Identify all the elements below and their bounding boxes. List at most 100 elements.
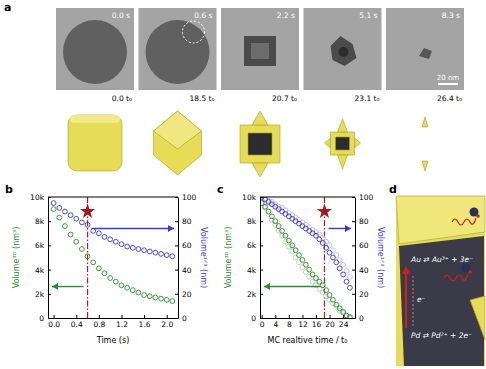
data-point bbox=[108, 276, 113, 281]
tick-mark bbox=[175, 318, 178, 319]
shape-spike bbox=[252, 163, 268, 177]
tick-mark bbox=[275, 315, 276, 318]
electron-arrow-dashed bbox=[413, 274, 414, 326]
tick: 4k bbox=[35, 266, 51, 275]
shape-hollow bbox=[336, 137, 350, 150]
data-point bbox=[307, 274, 312, 279]
tick-mark bbox=[260, 270, 263, 271]
data-point bbox=[297, 260, 302, 265]
ion-charge bbox=[476, 214, 480, 218]
data-point bbox=[51, 201, 56, 206]
highlight-star bbox=[80, 204, 95, 218]
x-axis-title: Time (s) bbox=[96, 336, 130, 345]
tick-mark bbox=[54, 315, 55, 318]
tick: 16 bbox=[312, 315, 322, 329]
tick: 80 bbox=[352, 217, 369, 226]
tick-mark bbox=[343, 315, 344, 318]
direction-arrow bbox=[52, 283, 84, 290]
arrow-shaft bbox=[92, 228, 174, 229]
frame-mc-time: 20.7 t₀ bbox=[272, 94, 297, 103]
frame-time: 2.2 s bbox=[277, 11, 295, 20]
axis-line bbox=[261, 318, 356, 319]
data-point bbox=[280, 209, 285, 214]
figure: a0.0 s0.0 t₀0.6 s18.5 t₀2.2 s20.7 t₀5.1 … bbox=[0, 0, 486, 369]
electron-arrow bbox=[405, 272, 407, 328]
data-point bbox=[331, 297, 336, 302]
data-point bbox=[283, 233, 288, 238]
tick: 8k bbox=[247, 217, 263, 226]
data-point bbox=[331, 255, 336, 260]
tick-mark bbox=[175, 221, 178, 222]
tick-label: 0 bbox=[359, 314, 364, 323]
ion-wave bbox=[452, 218, 476, 225]
tick-mark bbox=[352, 270, 355, 271]
data-point bbox=[136, 247, 141, 252]
series bbox=[260, 197, 352, 279]
tick: 40 bbox=[352, 266, 369, 275]
data-point bbox=[293, 219, 298, 224]
data-point bbox=[130, 245, 135, 250]
axis-line bbox=[355, 198, 356, 319]
tick-mark bbox=[76, 315, 77, 318]
tick-mark bbox=[352, 221, 355, 222]
panel-label: c bbox=[217, 183, 224, 196]
data-point bbox=[337, 266, 342, 271]
tick-label: 2k bbox=[247, 290, 257, 299]
data-point bbox=[320, 241, 325, 246]
data-point bbox=[74, 216, 79, 221]
tick-label: 8k bbox=[247, 217, 257, 226]
series bbox=[260, 197, 352, 290]
tick-mark bbox=[48, 221, 51, 222]
tick-label: 10k bbox=[242, 193, 257, 202]
tick: 8 bbox=[287, 315, 292, 329]
tick: 0.8 bbox=[93, 315, 105, 329]
frame-time: 0.6 s bbox=[194, 11, 212, 20]
data-point bbox=[310, 231, 315, 236]
tick: 0 bbox=[251, 314, 263, 323]
y-axis: 02k4k6k8k10k bbox=[30, 193, 51, 323]
data-point bbox=[307, 267, 312, 272]
particle-core bbox=[251, 43, 269, 59]
data-point bbox=[68, 232, 73, 237]
micrograph-bg bbox=[304, 8, 382, 90]
frame-mc-time: 18.5 t₀ bbox=[189, 94, 214, 103]
cube-plate bbox=[396, 196, 485, 244]
data-point bbox=[170, 299, 175, 304]
tick-label: 8 bbox=[287, 320, 292, 329]
ion bbox=[452, 208, 480, 226]
data-point bbox=[276, 207, 281, 212]
tick-label: 60 bbox=[359, 241, 369, 250]
y2-axis: 020406080100 bbox=[352, 193, 374, 323]
tick-label: 6k bbox=[35, 241, 45, 250]
y-axis-title: Volume³ᴰ (nm³) bbox=[12, 227, 21, 289]
shape-spike bbox=[252, 111, 268, 125]
frame-time: 5.1 s bbox=[359, 11, 377, 20]
tick-mark bbox=[260, 245, 263, 246]
data-point bbox=[63, 224, 68, 229]
tick-label: 1.2 bbox=[116, 320, 128, 329]
panel-label: d bbox=[389, 183, 397, 196]
data-point bbox=[108, 237, 113, 242]
cube-shard bbox=[470, 296, 485, 340]
arrow-head bbox=[168, 225, 174, 232]
tick-mark bbox=[260, 221, 263, 222]
data-point bbox=[303, 226, 308, 231]
data-point bbox=[159, 251, 164, 256]
shape-face bbox=[154, 111, 202, 175]
data-point bbox=[341, 272, 346, 277]
data-point bbox=[324, 288, 329, 293]
data-point bbox=[324, 245, 329, 250]
tick-label: 0 bbox=[260, 320, 265, 329]
equation: Au ⇄ Au³⁺ + 3e⁻ bbox=[410, 255, 473, 264]
data-point bbox=[130, 288, 135, 293]
frame-top bbox=[48, 197, 178, 198]
shape-spike bbox=[325, 138, 331, 148]
plot-area bbox=[260, 197, 352, 318]
data-point bbox=[266, 209, 271, 214]
shape-spike bbox=[355, 138, 361, 148]
shape-face-top bbox=[154, 111, 202, 149]
frame-top bbox=[260, 197, 355, 198]
frame-mc-time: 23.1 t₀ bbox=[354, 94, 379, 103]
panel-label: a bbox=[4, 1, 11, 14]
series bbox=[260, 201, 352, 318]
